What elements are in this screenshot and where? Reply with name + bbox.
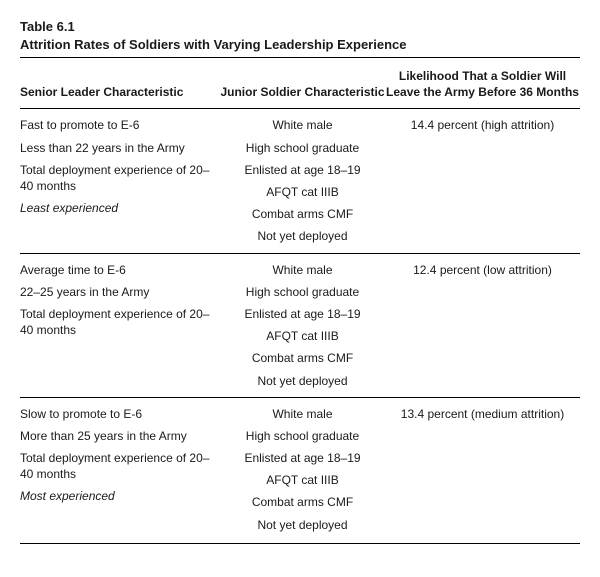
junior-item: White male [220,117,385,133]
junior-item: Not yet deployed [220,373,385,389]
junior-item: Not yet deployed [220,228,385,244]
junior-cell: White male High school graduate Enlisted… [220,117,385,244]
senior-item: Average time to E-6 [20,262,212,278]
junior-item: AFQT cat IIIB [220,328,385,344]
junior-cell: White male High school graduate Enlisted… [220,262,385,389]
senior-item-italic: Most experienced [20,488,212,504]
junior-cell: White male High school graduate Enlisted… [220,406,385,533]
senior-cell: Slow to promote to E-6 More than 25 year… [20,406,220,533]
col-header-junior: Junior Soldier Characteristic [220,84,385,100]
junior-item: AFQT cat IIIB [220,184,385,200]
senior-item: Total deployment experience of 20–40 mon… [20,450,212,482]
table-title: Attrition Rates of Soldiers with Varying… [20,36,580,54]
senior-item: Total deployment experience of 20–40 mon… [20,306,212,338]
junior-item: AFQT cat IIIB [220,472,385,488]
table-group: Slow to promote to E-6 More than 25 year… [20,398,580,541]
col-header-senior: Senior Leader Characteristic [20,84,220,100]
senior-item: More than 25 years in the Army [20,428,212,444]
likelihood-cell: 14.4 percent (high attrition) [385,117,580,244]
bottom-rule [20,543,580,544]
header-row: Senior Leader Characteristic Junior Sold… [20,58,580,106]
senior-item: Less than 22 years in the Army [20,140,212,156]
likelihood-cell: 12.4 percent (low attrition) [385,262,580,389]
senior-item: Fast to promote to E-6 [20,117,212,133]
junior-item: Not yet deployed [220,517,385,533]
junior-item: Enlisted at age 18–19 [220,450,385,466]
junior-item: Combat arms CMF [220,350,385,366]
junior-item: High school graduate [220,140,385,156]
junior-item: White male [220,262,385,278]
col-header-likelihood: Likelihood That a Soldier Will Leave the… [385,68,580,100]
junior-item: Enlisted at age 18–19 [220,306,385,322]
likelihood-cell: 13.4 percent (medium attrition) [385,406,580,533]
senior-cell: Average time to E-6 22–25 years in the A… [20,262,220,389]
junior-item: Enlisted at age 18–19 [220,162,385,178]
table-number: Table 6.1 [20,18,580,36]
junior-item: Combat arms CMF [220,494,385,510]
senior-item-italic: Least experienced [20,200,212,216]
junior-item: White male [220,406,385,422]
table-container: Table 6.1 Attrition Rates of Soldiers wi… [0,0,600,577]
table-group: Fast to promote to E-6 Less than 22 year… [20,109,580,252]
senior-item: 22–25 years in the Army [20,284,212,300]
junior-item: Combat arms CMF [220,206,385,222]
senior-item: Slow to promote to E-6 [20,406,212,422]
senior-cell: Fast to promote to E-6 Less than 22 year… [20,117,220,244]
junior-item: High school graduate [220,428,385,444]
junior-item: High school graduate [220,284,385,300]
table-group: Average time to E-6 22–25 years in the A… [20,254,580,397]
senior-item: Total deployment experience of 20–40 mon… [20,162,212,194]
